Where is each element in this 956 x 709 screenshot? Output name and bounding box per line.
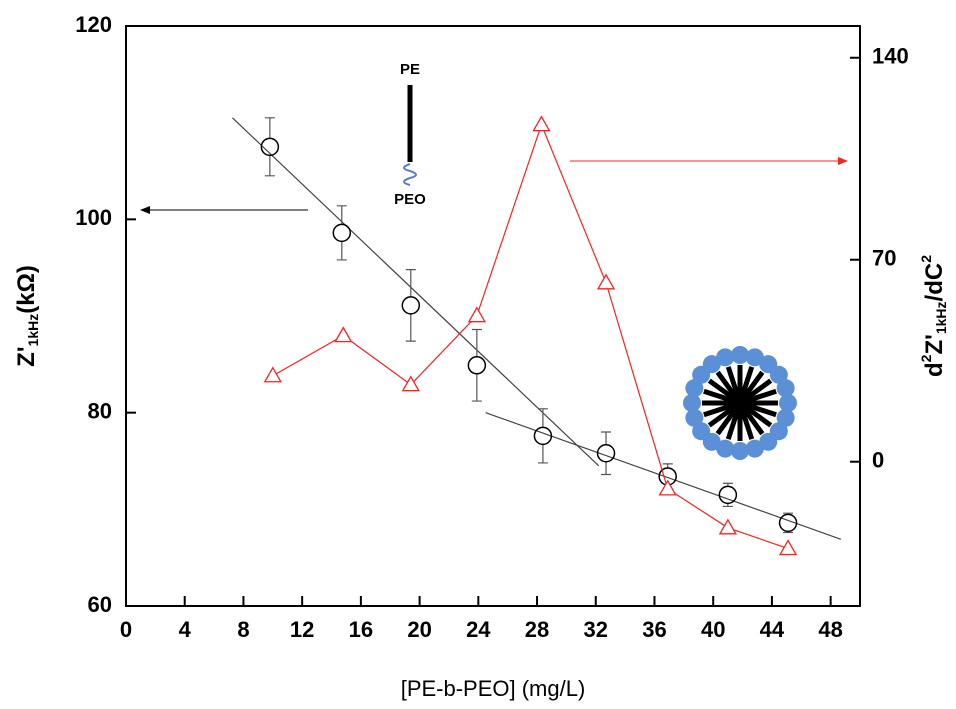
error-bar	[783, 512, 794, 534]
x-tick-label: 12	[290, 617, 314, 642]
y-tick-label: 120	[75, 12, 112, 37]
x-tick-label: 16	[349, 617, 373, 642]
error-bar	[537, 408, 548, 464]
series-line	[272, 122, 789, 550]
marker	[532, 115, 551, 132]
marker	[778, 513, 798, 533]
y-tick-label: 100	[75, 205, 112, 230]
y2-label-part: 2	[918, 354, 934, 362]
micelle-head	[759, 432, 778, 451]
marker	[718, 518, 738, 535]
y-label-part: 1kHz	[25, 314, 41, 347]
marker	[658, 479, 677, 496]
x-tick-label: 4	[179, 617, 192, 642]
y-label-part: (kΩ)	[13, 265, 40, 314]
polymer-icon: PE PEO	[394, 61, 426, 208]
y2-label-part: d	[921, 362, 948, 377]
x-tick-label: 8	[237, 617, 249, 642]
error-bar	[405, 269, 416, 342]
x-tick-label: 28	[525, 617, 549, 642]
y2-label-part: Z'	[921, 334, 948, 354]
micelle-head	[745, 439, 764, 458]
marker	[263, 366, 282, 383]
error-bar	[601, 431, 612, 476]
y2-label-part: 2	[918, 255, 934, 263]
micelle-head	[731, 442, 749, 460]
marker	[596, 273, 616, 290]
y2-tick-label: 70	[872, 246, 896, 271]
y2-tick-label: 140	[872, 44, 909, 69]
x-tick-label: 24	[466, 617, 491, 642]
x-tick-label: 48	[818, 617, 842, 642]
error-bar	[264, 117, 275, 177]
micelle-head	[683, 394, 701, 412]
micelle-head	[716, 348, 735, 367]
micelle-head	[745, 348, 764, 367]
marker	[332, 223, 352, 243]
annotation: PEO	[394, 191, 426, 208]
error-bar	[722, 482, 733, 508]
x-tick-label: 20	[407, 617, 431, 642]
x-tick-label: 40	[701, 617, 725, 642]
micelle-tail	[703, 388, 777, 418]
marker	[778, 539, 798, 556]
marker	[467, 306, 486, 323]
marker	[401, 375, 420, 392]
marker	[260, 137, 280, 157]
micelle-head	[776, 408, 795, 427]
micelle-head	[716, 439, 735, 458]
x-axis-label: [PE-b-PEO] (mg/L)	[401, 676, 586, 701]
fit-line	[232, 117, 600, 467]
error-bar	[336, 205, 347, 261]
error-bar	[471, 328, 482, 402]
y2-axis-label: d2Z'1kHz/dC2	[918, 255, 949, 377]
y2-label-part: /dC	[921, 263, 948, 302]
y-axis-label: Z'1kHz(kΩ)	[13, 265, 40, 367]
left-arrow	[140, 206, 308, 214]
y2-label-part: 1kHz	[933, 301, 949, 334]
micelle-head	[685, 408, 704, 427]
right-arrow	[570, 157, 848, 165]
marker	[596, 444, 616, 463]
x-tick-label: 44	[760, 617, 785, 642]
y2-tick-label: 0	[872, 448, 884, 473]
x-tick-label: 32	[584, 617, 608, 642]
y-label-part: Z'	[13, 346, 40, 366]
micelle-head	[779, 394, 797, 412]
plot-frame	[125, 25, 861, 607]
micelle-head	[731, 346, 749, 364]
micelle-head	[692, 422, 711, 441]
y-tick-label: 80	[88, 398, 112, 423]
marker	[467, 356, 487, 375]
marker	[401, 296, 421, 315]
micelle-head	[776, 379, 795, 398]
marker	[334, 326, 353, 343]
micelle-head	[685, 379, 704, 398]
annotation: PE	[400, 61, 420, 78]
y-tick-label: 60	[88, 592, 112, 617]
micelle-head	[769, 365, 788, 384]
x-tick-label: 36	[642, 617, 666, 642]
marker	[718, 485, 738, 505]
x-tick-label: 0	[120, 617, 132, 642]
micelle-icon	[683, 346, 797, 460]
micelle-head	[702, 355, 721, 374]
marker	[533, 426, 553, 446]
